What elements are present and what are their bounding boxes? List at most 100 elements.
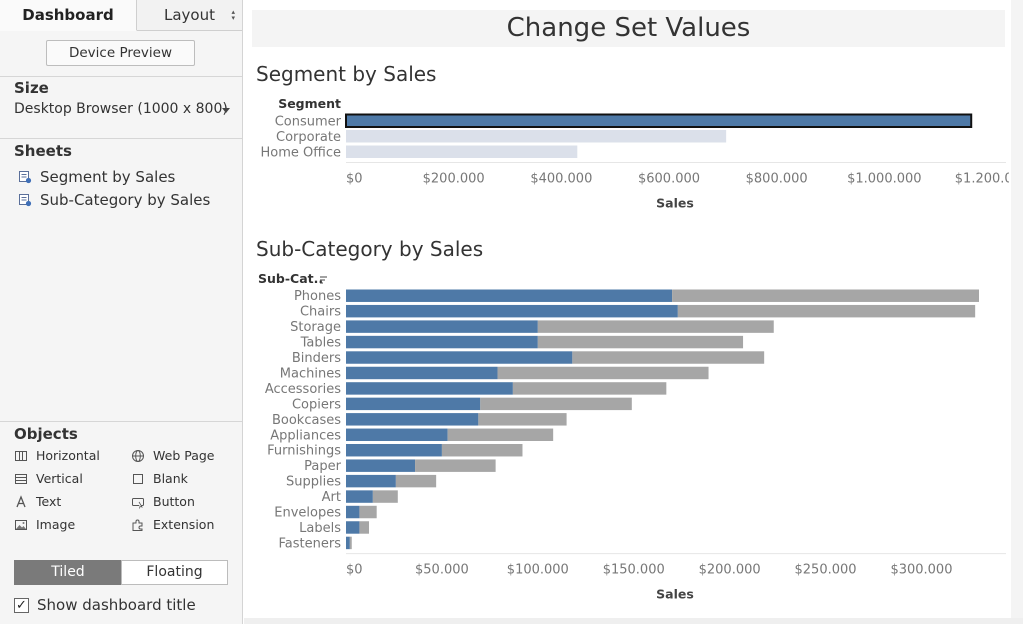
sheets-heading: Sheets <box>14 142 72 160</box>
bar-accessories-series-0[interactable] <box>346 382 513 395</box>
size-dropdown-value: Desktop Browser (1000 x 800) <box>14 101 228 117</box>
object-label: Web Page <box>153 448 215 463</box>
dashboard-pane: Dashboard Layout ▴ ▾ Device Preview Size … <box>0 0 243 624</box>
x-tick-label: $600.000 <box>638 172 700 187</box>
bar-envelopes-series-0[interactable] <box>346 505 360 519</box>
category-label: Chairs <box>300 305 341 320</box>
bar-fasteners-series-1[interactable] <box>349 536 352 550</box>
globe-icon <box>132 450 144 462</box>
bar-chairs-series-1[interactable] <box>677 304 976 318</box>
object-label: Text <box>36 494 62 509</box>
bar-storage-series-1[interactable] <box>537 320 774 333</box>
sub-category-by-sales-chart[interactable]: Sub-Cat.. PhonesChairsStorageTablesBinder… <box>244 264 1009 606</box>
x-tick-label: $300.000 <box>890 563 952 578</box>
category-label: Storage <box>290 320 341 335</box>
bar-appliances-series-0[interactable] <box>346 428 448 441</box>
x-tick-label: $50.000 <box>415 563 469 578</box>
size-dropdown[interactable]: Desktop Browser (1000 x 800) <box>14 101 232 121</box>
bar-furnishings-series-1[interactable] <box>441 444 523 457</box>
x-tick-label: $0 <box>346 172 363 187</box>
bar-labels-series-0[interactable] <box>346 521 360 534</box>
x-axis-title: Sales <box>656 196 694 211</box>
bar-tables-series-1[interactable] <box>537 335 744 349</box>
bar-supplies-series-0[interactable] <box>346 474 396 488</box>
bar-bookcases-series-1[interactable] <box>478 413 567 426</box>
bar-labels-series-1[interactable] <box>359 521 370 534</box>
subcategory-sheet-title: Sub-Category by Sales <box>256 237 484 261</box>
vertical-container-icon <box>15 474 27 484</box>
sort-icon <box>320 276 327 284</box>
bar-storage-series-0[interactable] <box>346 320 538 333</box>
worksheet-icon <box>19 171 32 184</box>
object-label: Vertical <box>36 471 83 486</box>
bar-paper-series-1[interactable] <box>415 459 496 472</box>
category-label: Consumer <box>275 114 342 129</box>
category-label: Fasteners <box>279 536 342 551</box>
button-icon <box>132 498 144 509</box>
scroll-arrows-icon[interactable]: ▴ ▾ <box>231 8 235 22</box>
x-tick-label: $100.000 <box>507 563 569 578</box>
bar-furnishings-series-0[interactable] <box>346 444 442 457</box>
x-tick-label: $1.000.000 <box>847 172 921 187</box>
bar-paper-series-0[interactable] <box>346 459 416 472</box>
category-label: Tables <box>300 336 342 351</box>
tab-dashboard[interactable]: Dashboard <box>0 0 137 31</box>
bar-binders-series-1[interactable] <box>572 351 765 364</box>
tiled-toggle[interactable]: Tiled <box>14 560 122 585</box>
dashboard-title[interactable]: Change Set Values <box>506 13 751 43</box>
category-label: Phones <box>294 289 341 304</box>
bar-phones-series-0[interactable] <box>346 289 673 302</box>
extension-icon <box>132 519 143 531</box>
bar-art-series-0[interactable] <box>346 490 373 503</box>
bar-phones-series-1[interactable] <box>672 289 979 302</box>
bar-machines-series-1[interactable] <box>497 366 709 380</box>
bar-chairs-series-0[interactable] <box>346 304 678 318</box>
bar-binders-series-0[interactable] <box>346 351 573 364</box>
category-label: Art <box>322 490 341 505</box>
blank-icon <box>133 474 143 484</box>
bar-envelopes-series-1[interactable] <box>359 505 377 519</box>
chevron-down-icon <box>222 108 230 113</box>
x-tick-label: $250.000 <box>795 563 857 578</box>
bar-fasteners-series-0[interactable] <box>346 536 350 550</box>
x-tick-label: $0 <box>346 563 363 578</box>
bar-appliances-series-1[interactable] <box>447 428 554 441</box>
show-title-checkbox[interactable]: ✓ <box>14 598 29 613</box>
bar-tables-series-0[interactable] <box>346 335 538 349</box>
bar-copiers-series-0[interactable] <box>346 397 481 411</box>
category-label: Home Office <box>261 145 341 160</box>
bar-supplies-series-1[interactable] <box>395 474 437 488</box>
x-tick-label: $400.000 <box>530 172 592 187</box>
vertical-scrollbar[interactable] <box>1011 0 1023 624</box>
category-label: Appliances <box>270 428 341 443</box>
category-label: Paper <box>304 459 341 474</box>
divider <box>0 138 242 139</box>
sheet-item-label: Sub-Category by Sales <box>40 191 211 209</box>
row-header: Segment <box>278 96 341 111</box>
bar-accessories-series-1[interactable] <box>512 382 667 395</box>
floating-toggle[interactable]: Floating <box>121 560 228 585</box>
bar-corporate[interactable] <box>346 130 727 143</box>
pane-tabs: Dashboard Layout ▴ ▾ <box>0 0 242 31</box>
objects-heading: Objects <box>14 425 78 443</box>
category-label: Labels <box>299 521 341 536</box>
object-label: Button <box>153 494 195 509</box>
category-label: Furnishings <box>267 444 341 459</box>
object-label: Image <box>36 517 76 532</box>
horizontal-container-icon <box>15 451 27 461</box>
bar-home-office[interactable] <box>346 145 578 159</box>
device-preview-button[interactable]: Device Preview <box>46 40 195 66</box>
x-tick-label: $150.000 <box>603 563 665 578</box>
bar-machines-series-0[interactable] <box>346 366 498 380</box>
bar-copiers-series-1[interactable] <box>480 397 632 411</box>
bar-consumer[interactable] <box>345 113 973 128</box>
bar-art-series-1[interactable] <box>372 490 398 503</box>
dashboard-title-bar: Change Set Values <box>252 10 1005 47</box>
bottom-edge <box>244 618 1023 624</box>
bar-bookcases-series-0[interactable] <box>346 413 479 426</box>
divider <box>0 421 242 422</box>
checkmark-icon: ✓ <box>16 598 27 613</box>
tab-layout[interactable]: Layout ▴ ▾ <box>137 0 242 31</box>
tab-layout-label: Layout <box>164 6 215 24</box>
